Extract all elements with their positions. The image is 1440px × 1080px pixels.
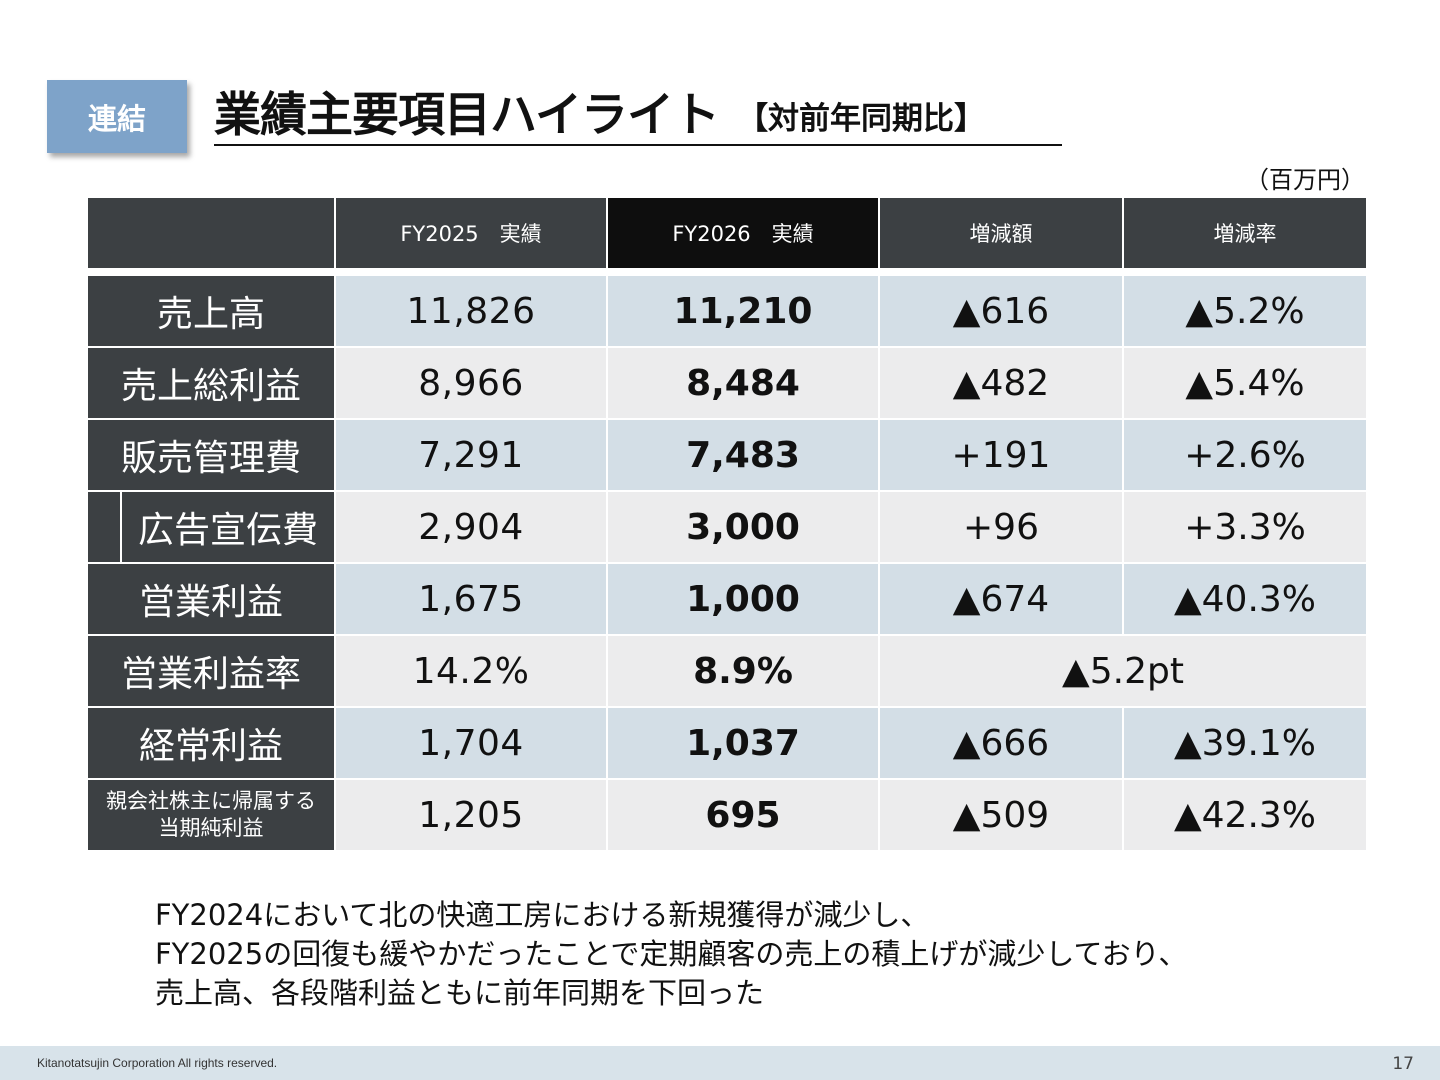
title-main: 業績主要項目ハイライト <box>214 88 720 143</box>
row-label: 売上高 <box>86 274 336 348</box>
cell-fy2025: 1,704 <box>334 706 608 780</box>
cell-change: ▲674 <box>878 562 1124 636</box>
row-label-line2: 当期純利益 <box>158 816 264 840</box>
header-rate: 増減率 <box>1122 196 1368 270</box>
cell-change: +191 <box>878 418 1124 492</box>
cell-fy2025: 14.2% <box>334 634 608 708</box>
cell-fy2026: 3,000 <box>606 490 880 564</box>
highlights-table: FY2025 実績 FY2026 実績 増減額 増減率 売上高 11,826 1… <box>86 196 1368 852</box>
cell-rate: +2.6% <box>1122 418 1368 492</box>
table-row: 広告宣伝費 2,904 3,000 +96 +3.3% <box>86 490 1368 564</box>
commentary-line3: 売上高、各段階利益ともに前年同期を下回った <box>155 976 765 1010</box>
cell-fy2026: 8.9% <box>606 634 880 708</box>
row-label: 営業利益 <box>86 562 336 636</box>
cell-fy2025: 1,675 <box>334 562 608 636</box>
cell-change: ▲616 <box>878 274 1124 348</box>
commentary-line2: FY2025の回復も緩やかだったことで定期顧客の売上の積上げが減少しており、 <box>155 937 1188 971</box>
row-label: 親会社株主に帰属する 当期純利益 <box>86 778 336 852</box>
consolidated-badge: 連結 <box>47 80 187 153</box>
cell-fy2026: 11,210 <box>606 274 880 348</box>
cell-change: ▲509 <box>878 778 1124 852</box>
row-label: 経常利益 <box>86 706 336 780</box>
cell-rate: ▲5.4% <box>1122 346 1368 420</box>
cell-fy2025: 8,966 <box>334 346 608 420</box>
cell-rate: ▲40.3% <box>1122 562 1368 636</box>
row-label: 販売管理費 <box>86 418 336 492</box>
cell-fy2025: 1,205 <box>334 778 608 852</box>
table-row: 売上総利益 8,966 8,484 ▲482 ▲5.4% <box>86 346 1368 420</box>
cell-change: ▲482 <box>878 346 1124 420</box>
unit-label: （百万円） <box>1245 166 1365 194</box>
commentary-line1: FY2024において北の快適工房における新規獲得が減少し、 <box>155 898 930 932</box>
row-label-line1: 親会社株主に帰属する <box>106 789 316 813</box>
commentary: FY2024において北の快適工房における新規獲得が減少し、 FY2025の回復も… <box>155 896 1187 1013</box>
row-label: 広告宣伝費 <box>86 490 336 564</box>
row-label: 売上総利益 <box>86 346 336 420</box>
page-number: 17 <box>1392 1054 1414 1074</box>
table-row: 販売管理費 7,291 7,483 +191 +2.6% <box>86 418 1368 492</box>
table-row: 営業利益 1,675 1,000 ▲674 ▲40.3% <box>86 562 1368 636</box>
cell-rate: ▲42.3% <box>1122 778 1368 852</box>
cell-fy2025: 2,904 <box>334 490 608 564</box>
cell-fy2025: 7,291 <box>334 418 608 492</box>
table-row: 売上高 11,826 11,210 ▲616 ▲5.2% <box>86 274 1368 348</box>
cell-fy2026: 7,483 <box>606 418 880 492</box>
table-header-row: FY2025 実績 FY2026 実績 増減額 増減率 <box>86 196 1368 270</box>
header-change: 増減額 <box>878 196 1124 270</box>
cell-fy2025: 11,826 <box>334 274 608 348</box>
header-fy2025: FY2025 実績 <box>334 196 608 270</box>
cell-fy2026: 8,484 <box>606 346 880 420</box>
row-label: 営業利益率 <box>86 634 336 708</box>
page-title: 業績主要項目ハイライト 【対前年同期比】 <box>214 86 1062 146</box>
row-label-text: 広告宣伝費 <box>137 510 318 551</box>
copyright-text: Kitanotatsujin Corporation All rights re… <box>37 1056 278 1070</box>
cell-fy2026: 1,037 <box>606 706 880 780</box>
cell-change: ▲666 <box>878 706 1124 780</box>
header-empty <box>86 196 336 270</box>
cell-fy2026: 695 <box>606 778 880 852</box>
cell-rate: ▲39.1% <box>1122 706 1368 780</box>
cell-change-merged: ▲5.2pt <box>878 634 1368 708</box>
header-fy2026: FY2026 実績 <box>606 196 880 270</box>
cell-change: +96 <box>878 490 1124 564</box>
table-row: 経常利益 1,704 1,037 ▲666 ▲39.1% <box>86 706 1368 780</box>
title-sub: 【対前年同期比】 <box>737 101 986 137</box>
footer-bar: Kitanotatsujin Corporation All rights re… <box>0 1046 1440 1080</box>
indent-marker <box>88 492 122 562</box>
table-row: 親会社株主に帰属する 当期純利益 1,205 695 ▲509 ▲42.3% <box>86 778 1368 852</box>
cell-rate: +3.3% <box>1122 490 1368 564</box>
cell-fy2026: 1,000 <box>606 562 880 636</box>
cell-rate: ▲5.2% <box>1122 274 1368 348</box>
table-row: 営業利益率 14.2% 8.9% ▲5.2pt <box>86 634 1368 708</box>
